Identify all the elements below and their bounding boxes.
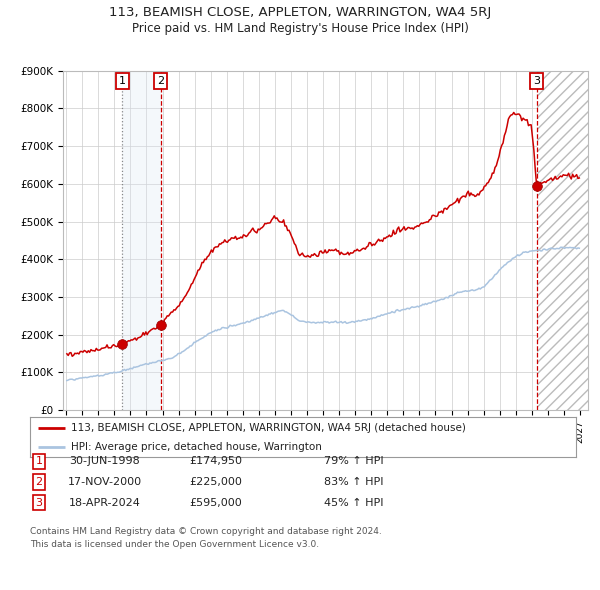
Text: 30-JUN-1998: 30-JUN-1998: [70, 457, 140, 466]
Bar: [536, 71, 588, 410]
Text: £595,000: £595,000: [190, 498, 242, 507]
Text: £225,000: £225,000: [190, 477, 242, 487]
Text: 1: 1: [119, 76, 126, 86]
Text: 3: 3: [35, 498, 43, 507]
Text: 3: 3: [533, 76, 540, 86]
Text: 45% ↑ HPI: 45% ↑ HPI: [324, 498, 383, 507]
Text: 79% ↑ HPI: 79% ↑ HPI: [324, 457, 383, 466]
Text: Contains HM Land Registry data © Crown copyright and database right 2024.: Contains HM Land Registry data © Crown c…: [30, 527, 382, 536]
Text: This data is licensed under the Open Government Licence v3.0.: This data is licensed under the Open Gov…: [30, 540, 319, 549]
Text: £174,950: £174,950: [190, 457, 242, 466]
Text: 1: 1: [35, 457, 43, 466]
Text: 113, BEAMISH CLOSE, APPLETON, WARRINGTON, WA4 5RJ: 113, BEAMISH CLOSE, APPLETON, WARRINGTON…: [109, 6, 491, 19]
Text: 2: 2: [35, 477, 43, 487]
Bar: [122, 71, 161, 410]
Text: HPI: Average price, detached house, Warrington: HPI: Average price, detached house, Warr…: [71, 442, 322, 452]
Text: Price paid vs. HM Land Registry's House Price Index (HPI): Price paid vs. HM Land Registry's House …: [131, 22, 469, 35]
Text: 83% ↑ HPI: 83% ↑ HPI: [324, 477, 383, 487]
Text: 2: 2: [157, 76, 164, 86]
Text: 113, BEAMISH CLOSE, APPLETON, WARRINGTON, WA4 5RJ (detached house): 113, BEAMISH CLOSE, APPLETON, WARRINGTON…: [71, 424, 466, 434]
Text: 18-APR-2024: 18-APR-2024: [69, 498, 141, 507]
Text: 17-NOV-2000: 17-NOV-2000: [68, 477, 142, 487]
